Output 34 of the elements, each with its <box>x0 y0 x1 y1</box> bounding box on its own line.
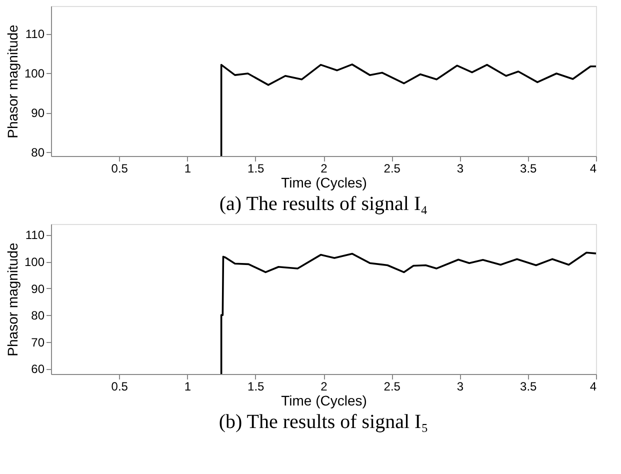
x-tick-label: 1 <box>184 162 192 176</box>
text: (a) The results of signal I₄ <box>219 193 428 215</box>
text: (b) The results of signal I₅ <box>218 411 428 433</box>
x-tick-label: 1.5 <box>248 380 265 394</box>
x-tick-label: 2.5 <box>384 380 401 394</box>
y-tick-label: 100 <box>24 66 45 81</box>
x-tick-label: 3 <box>456 380 464 394</box>
line-series <box>220 252 596 374</box>
x-axis-title: Time (Cycles) <box>281 392 367 408</box>
x-tick-label: 3 <box>456 162 464 176</box>
y-tick-label: 70 <box>31 335 45 350</box>
y-tick-label: 110 <box>25 27 45 42</box>
y-tick-label: 110 <box>25 228 45 242</box>
y-axis-title: Phasor magnitude <box>4 24 20 138</box>
x-tick-label: 2.5 <box>384 162 401 176</box>
y-tick-label: 90 <box>31 106 45 120</box>
x-tick-label: 4 <box>590 162 597 176</box>
y-tick-label: 60 <box>31 362 45 376</box>
x-tick-label: 0.5 <box>111 380 128 394</box>
x-axis-title: Time (Cycles) <box>281 174 367 190</box>
x-tick-label: 4 <box>590 380 597 394</box>
x-tick-label: 3.5 <box>520 380 538 394</box>
y-axis-title: Phasor magnitude <box>4 242 20 356</box>
x-tick-label: 2 <box>320 380 328 394</box>
x-tick-label: 1.5 <box>248 162 265 176</box>
y-tick-label: 100 <box>24 255 45 269</box>
line-series <box>220 64 596 156</box>
x-tick-label: 3.5 <box>520 162 538 176</box>
y-tick-label: 80 <box>31 146 45 160</box>
x-tick-label: 0.5 <box>111 162 128 176</box>
y-tick-label: 80 <box>31 308 45 323</box>
x-tick-label: 2 <box>320 162 328 176</box>
y-tick-label: 90 <box>31 282 45 296</box>
x-tick-label: 1 <box>184 380 192 394</box>
